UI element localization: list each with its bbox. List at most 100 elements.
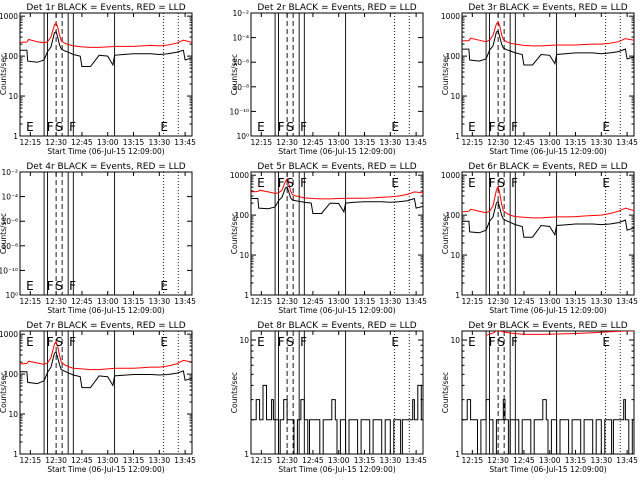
x-tick-label: 13:15 (354, 297, 376, 306)
y-axis-label: Counts/sec (230, 213, 239, 254)
series-lld-line (251, 177, 423, 200)
y-tick-label: 1 (13, 450, 18, 459)
y-tick-label: 10 (8, 410, 18, 419)
x-tick-label: 12:45 (302, 456, 324, 465)
plot-frame (19, 171, 193, 296)
x-tick-label: 13:30 (591, 297, 613, 306)
state-marker-s: S (55, 279, 63, 293)
x-tick-label: 12:30 (487, 138, 509, 147)
state-marker-f: F (69, 120, 76, 134)
x-tick-label: 13:45 (405, 297, 427, 306)
y-tick-label: 1 (455, 450, 460, 459)
y-axis-label: Counts/sec (441, 372, 450, 413)
series-events-line (462, 399, 634, 454)
x-tick-label: 13:30 (149, 456, 171, 465)
y-tick-label: 100 (446, 211, 461, 220)
panel-title: Det 4r BLACK = Events, RED = LLD (26, 162, 185, 172)
y-tick-label: 10⁻¹⁰ (0, 266, 18, 275)
x-tick-label: 13:00 (539, 456, 561, 465)
y-tick-label: 1 (244, 450, 249, 459)
state-marker-f: F (69, 335, 76, 349)
x-tick-label: 13:15 (354, 456, 376, 465)
x-tick-label: 12:15 (462, 138, 484, 147)
y-axis-label: Counts/sec (230, 372, 239, 413)
y-tick-label: 10⁻⁸ (1, 242, 18, 251)
state-marker-f: F (300, 176, 307, 190)
x-tick-label: 13:30 (380, 297, 402, 306)
x-tick-label: 12:15 (20, 297, 42, 306)
x-axis-label: Start Time (06-Jul-15 12:09:00) (489, 306, 606, 315)
x-tick-label: 13:45 (405, 456, 427, 465)
state-marker-s: S (286, 176, 294, 190)
y-tick-label: 1000 (0, 330, 18, 339)
y-tick-label: 100 (235, 211, 250, 220)
x-tick-label: 13:00 (328, 456, 350, 465)
y-tick-label: 10⁻⁶ (1, 217, 18, 226)
x-tick-label: 12:30 (276, 456, 298, 465)
x-tick-label: 13:00 (97, 138, 119, 147)
y-axis-label: Counts/sec (441, 213, 450, 254)
x-tick-label: 12:15 (462, 297, 484, 306)
y-tick-label: 1 (244, 291, 249, 300)
state-marker-e: E (257, 176, 265, 190)
state-marker-e: E (602, 120, 610, 134)
state-marker-f: F (47, 279, 54, 293)
state-marker-e: E (160, 120, 168, 134)
series-lld-line (20, 340, 192, 371)
x-tick-label: 13:45 (174, 456, 196, 465)
state-marker-f: F (511, 120, 518, 134)
state-marker-e: E (468, 176, 476, 190)
plot-frame (461, 12, 635, 137)
y-tick-label: 10 (239, 251, 249, 260)
x-tick-label: 13:45 (616, 138, 638, 147)
panel-title: Det 6r BLACK = Events, RED = LLD (468, 162, 627, 172)
x-tick-label: 13:00 (539, 297, 561, 306)
x-tick-label: 13:15 (123, 138, 145, 147)
x-tick-label: 13:00 (328, 138, 350, 147)
x-tick-label: 12:15 (462, 456, 484, 465)
x-axis-label: Start Time (06-Jul-15 12:09:00) (47, 465, 164, 474)
state-marker-e: E (26, 279, 34, 293)
x-tick-label: 13:00 (328, 297, 350, 306)
y-tick-label: 1 (455, 132, 460, 141)
state-marker-f: F (278, 120, 285, 134)
x-tick-label: 12:45 (71, 456, 93, 465)
x-tick-label: 12:30 (276, 297, 298, 306)
x-tick-label: 13:45 (405, 138, 427, 147)
series-lld-line (485, 331, 634, 336)
state-marker-s: S (55, 335, 63, 349)
series-events-line (251, 384, 423, 454)
x-tick-label: 13:15 (565, 297, 587, 306)
x-tick-label: 12:30 (45, 138, 67, 147)
series-lld-line (20, 21, 192, 48)
y-tick-label: 1 (13, 132, 18, 141)
y-tick-label: 10⁰ (5, 291, 18, 300)
series-lld-line (462, 184, 634, 219)
state-marker-f: F (47, 335, 54, 349)
x-tick-label: 12:30 (276, 138, 298, 147)
panel-title: Det 3r BLACK = Events, RED = LLD (468, 3, 627, 13)
state-marker-s: S (497, 120, 505, 134)
x-tick-label: 13:30 (149, 297, 171, 306)
state-marker-f: F (278, 335, 285, 349)
state-marker-e: E (160, 279, 168, 293)
series-events-line (251, 186, 423, 214)
y-axis-label: Counts/sec (230, 54, 239, 95)
x-tick-label: 13:30 (149, 138, 171, 147)
y-tick-label: 1000 (230, 171, 249, 180)
y-tick-label: 1 (455, 291, 460, 300)
x-tick-label: 13:30 (591, 138, 613, 147)
y-axis-label: Counts/sec (0, 54, 8, 95)
x-tick-label: 12:45 (513, 297, 535, 306)
y-tick-label: 10 (450, 251, 460, 260)
x-tick-label: 12:15 (20, 138, 42, 147)
panel-title: Det 5r BLACK = Events, RED = LLD (257, 162, 416, 172)
x-tick-label: 13:30 (380, 138, 402, 147)
x-axis-label: Start Time (06-Jul-15 12:09:00) (47, 306, 164, 315)
state-marker-f: F (489, 120, 496, 134)
x-tick-label: 13:00 (97, 297, 119, 306)
